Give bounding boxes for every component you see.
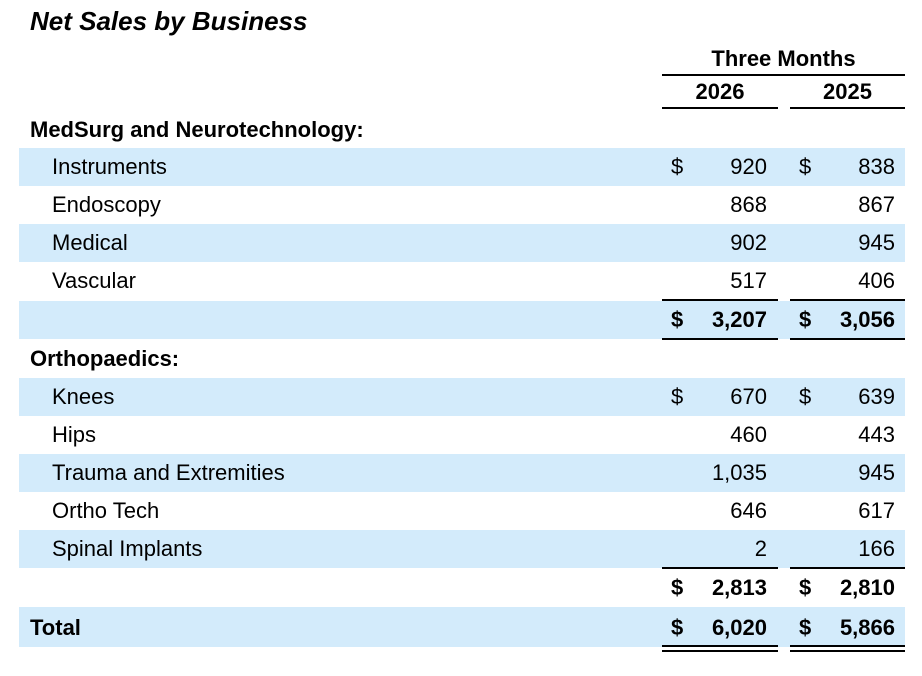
header-rule-2026 <box>662 107 778 109</box>
dollar-sign: $ <box>671 154 684 179</box>
value-2026: 460 <box>730 422 767 447</box>
total-2025: 5,866 <box>839 615 895 640</box>
column-header-period: Three Months <box>711 46 856 71</box>
value-2025: 406 <box>858 268 895 293</box>
dollar-sign: $ <box>671 575 684 600</box>
subtotal-2026: 2,813 <box>711 575 767 600</box>
table-row: Instruments $ 920 $ 838 <box>19 148 905 186</box>
dollar-sign: $ <box>799 615 812 640</box>
dollar-sign: $ <box>799 307 812 332</box>
value-2026: 670 <box>730 384 767 409</box>
subtotal-rule-2025 <box>790 567 905 569</box>
value-2025: 617 <box>858 498 895 523</box>
subtotal-2026: 3,207 <box>711 307 767 332</box>
value-2025: 838 <box>858 154 895 179</box>
value-2026: 1,035 <box>711 460 767 485</box>
subtotal-row: $ 3,207 $ 3,056 <box>19 301 905 339</box>
subtotal-row: $ 2,813 $ 2,810 <box>19 569 905 607</box>
header-rule-period <box>662 74 905 76</box>
value-2025: 945 <box>858 230 895 255</box>
section-label-medsurg: MedSurg and Neurotechnology: <box>30 117 364 142</box>
subtotal-2025: 2,810 <box>839 575 895 600</box>
row-label: Vascular <box>52 268 136 293</box>
value-2025: 945 <box>858 460 895 485</box>
table-row: Spinal Implants 2 166 <box>19 530 905 568</box>
row-label: Medical <box>52 230 128 255</box>
value-2025: 166 <box>858 536 895 561</box>
subtotal-underline-2026 <box>662 338 778 340</box>
total-underline-top-2025 <box>790 645 905 647</box>
header-rule-2025 <box>790 107 905 109</box>
table-row: Endoscopy 868 867 <box>19 186 905 224</box>
total-underline-bottom-2025 <box>790 650 905 652</box>
value-2026: 920 <box>730 154 767 179</box>
value-2025: 443 <box>858 422 895 447</box>
table-row: Vascular 517 406 <box>19 262 905 300</box>
dollar-sign: $ <box>671 384 684 409</box>
value-2026: 868 <box>730 192 767 217</box>
subtotal-2025: 3,056 <box>839 307 895 332</box>
table-row: Hips 460 443 <box>19 416 905 454</box>
subtotal-rule-2026 <box>662 299 778 301</box>
dollar-sign: $ <box>799 154 812 179</box>
total-underline-top-2026 <box>662 645 778 647</box>
total-2026: 6,020 <box>711 615 767 640</box>
total-underline-bottom-2026 <box>662 650 778 652</box>
total-label: Total <box>30 615 81 640</box>
table-row: Knees $ 670 $ 639 <box>19 378 905 416</box>
value-2026: 646 <box>730 498 767 523</box>
row-label: Trauma and Extremities <box>52 460 285 485</box>
subtotal-rule-2025 <box>790 299 905 301</box>
value-2025: 867 <box>858 192 895 217</box>
value-2026: 2 <box>754 536 767 561</box>
subtotal-rule-2026 <box>662 567 778 569</box>
dollar-sign: $ <box>799 384 812 409</box>
row-label: Ortho Tech <box>52 498 160 523</box>
column-header-2026: 2026 <box>695 79 745 104</box>
value-2026: 902 <box>730 230 767 255</box>
page-title: Net Sales by Business <box>30 6 308 36</box>
row-label: Instruments <box>52 154 167 179</box>
row-label: Spinal Implants <box>52 536 203 561</box>
row-label: Hips <box>52 422 97 447</box>
table-row: Medical 902 945 <box>19 224 905 262</box>
table-row: Ortho Tech 646 617 <box>19 492 905 530</box>
row-label: Endoscopy <box>52 192 161 217</box>
dollar-sign: $ <box>671 307 684 332</box>
value-2025: 639 <box>858 384 895 409</box>
column-header-2025: 2025 <box>823 79 872 104</box>
dollar-sign: $ <box>799 575 812 600</box>
subtotal-underline-2025 <box>790 338 905 340</box>
table-row: Trauma and Extremities 1,035 945 <box>19 454 905 492</box>
value-2026: 517 <box>730 268 767 293</box>
dollar-sign: $ <box>671 615 684 640</box>
total-row: Total $ 6,020 $ 5,866 <box>19 607 905 647</box>
row-label: Knees <box>52 384 115 409</box>
section-label-orthopaedics: Orthopaedics: <box>30 346 180 371</box>
